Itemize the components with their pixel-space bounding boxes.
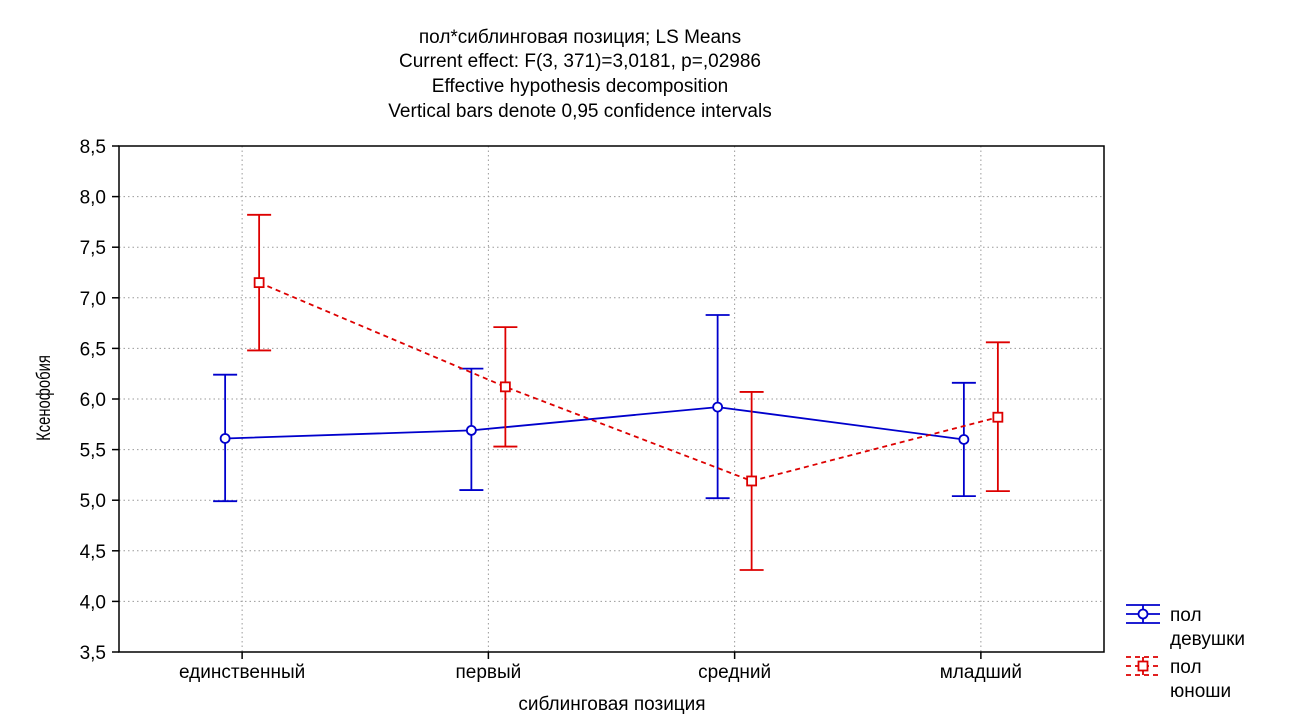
legend-marker	[1137, 608, 1149, 620]
series-2	[247, 213, 1010, 571]
legend-marker	[1137, 660, 1149, 672]
legend-label-line2: девушки	[1170, 629, 1245, 650]
legend-item-1: пол девушки	[1126, 604, 1245, 650]
data-point	[219, 433, 231, 444]
y-tick-label: 5,0	[80, 491, 106, 512]
data-point	[992, 411, 1004, 423]
x-tick-label: единственный	[179, 662, 305, 683]
legend-label-line1: пол	[1170, 657, 1202, 678]
x-tick-label: средний	[698, 662, 771, 683]
title-line-1: пол*сиблинговая позиция; LS Means	[419, 27, 741, 48]
legend: пол девушки пол юноши	[1126, 604, 1245, 702]
grid-lines	[119, 146, 1104, 652]
title-line-4: Vertical bars denote 0,95 confidence int…	[388, 101, 771, 122]
x-tick-label: первый	[455, 662, 521, 683]
x-tick-label: младший	[940, 662, 1022, 683]
y-tick-label: 7,5	[80, 238, 106, 259]
x-axis: единственный первый средний младший	[179, 652, 1022, 683]
data-point	[253, 277, 265, 289]
title-line-3: Effective hypothesis decomposition	[432, 76, 728, 97]
legend-label-line2: юноши	[1170, 681, 1231, 702]
legend-item-2: пол юноши	[1126, 656, 1231, 702]
data-point	[712, 401, 724, 413]
y-axis-label: Ксенофобия	[33, 355, 54, 441]
series-1	[213, 314, 976, 503]
data-point	[499, 381, 511, 393]
y-tick-label: 6,5	[80, 339, 106, 360]
x-axis-label: сиблинговая позиция	[518, 694, 705, 715]
chart-title: пол*сиблинговая позиция; LS Means Curren…	[388, 27, 771, 122]
y-tick-label: 5,5	[80, 441, 106, 462]
y-tick-label: 4,5	[80, 542, 106, 563]
data-point	[746, 475, 758, 487]
title-line-2: Current effect: F(3, 371)=3,0181, p=,029…	[399, 51, 761, 72]
y-tick-label: 6,0	[80, 390, 106, 411]
y-tick-label: 8,0	[80, 188, 106, 209]
series-layer	[213, 213, 1010, 571]
data-point	[465, 424, 477, 436]
series-line	[258, 281, 999, 482]
legend-label-line1: пол	[1170, 605, 1202, 626]
y-tick-label: 7,0	[80, 289, 106, 310]
y-axis: 3,5 4,0 4,5 5,0 5,5 6,0 6,5 7,0 7,5 8,0 8,5	[80, 137, 119, 664]
y-tick-label: 3,5	[80, 643, 106, 664]
series-line	[225, 406, 964, 441]
data-point	[958, 434, 970, 445]
y-tick-label: 4,0	[80, 592, 106, 613]
y-tick-label: 8,5	[80, 137, 106, 158]
